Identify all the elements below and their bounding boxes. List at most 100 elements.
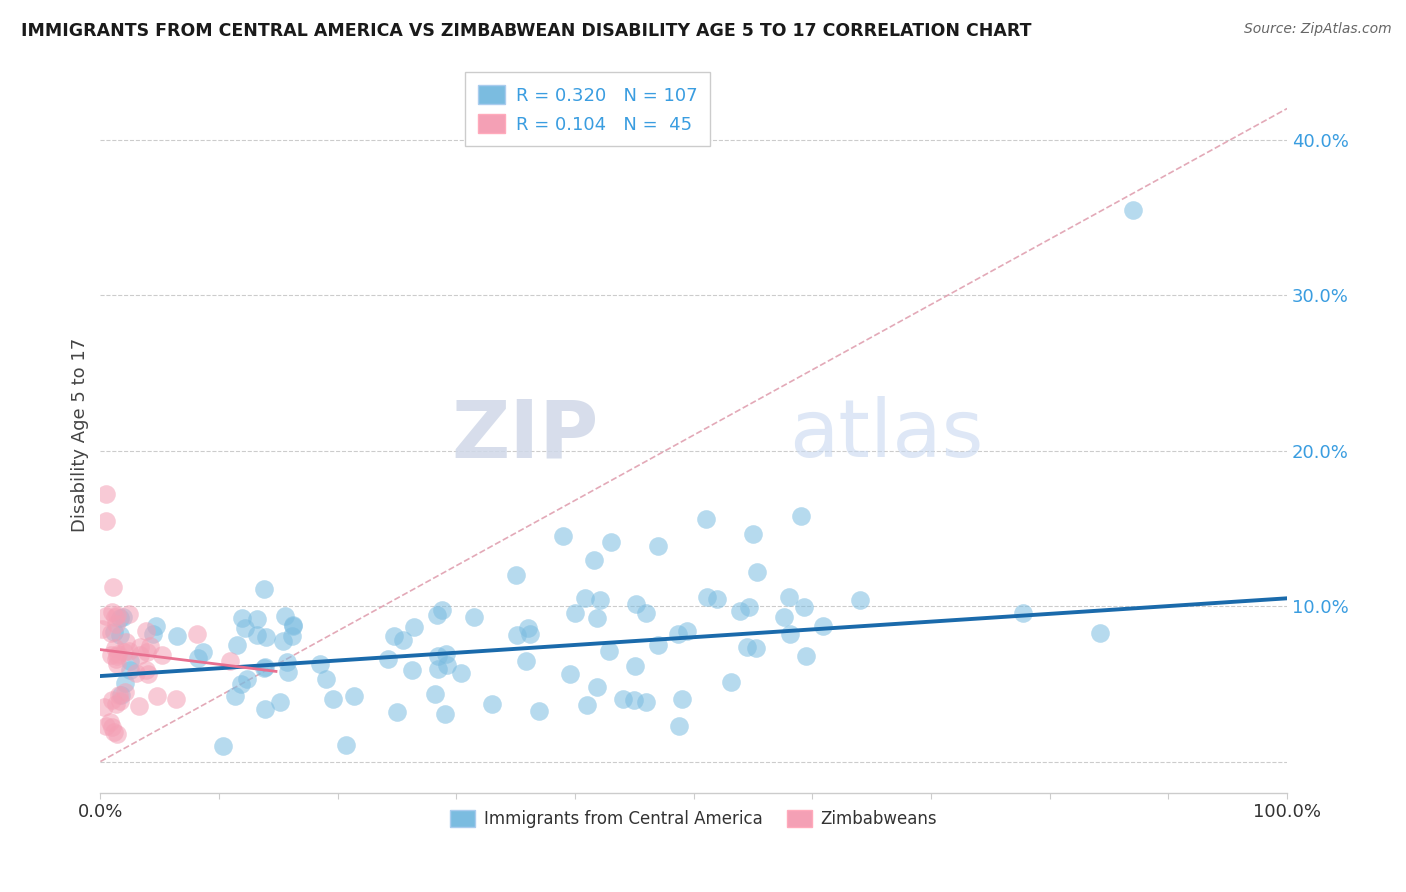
Point [186,627,208,641]
Point [104,641,127,656]
Point [315,672,337,686]
Point [94,719,117,733]
Text: ZIP: ZIP [451,396,599,474]
Point [139,639,162,653]
Point [101,693,124,707]
Point [107,647,129,661]
Point [104,697,127,711]
Point [128,699,150,714]
Point [118,663,141,677]
Point [105,616,128,631]
Point [145,619,167,633]
Point [108,688,131,702]
Point [273,609,295,624]
Text: Source: ZipAtlas.com: Source: ZipAtlas.com [1244,22,1392,37]
Point [779,626,801,640]
Point [647,638,669,652]
Point [136,645,159,659]
Point [391,633,413,648]
Point [647,539,669,553]
Point [811,619,834,633]
Point [626,597,648,611]
Point [211,739,233,753]
Point [738,600,761,615]
Point [599,534,621,549]
Point [101,720,124,734]
Point [553,529,575,543]
Point [585,680,607,694]
Point [589,593,612,607]
Point [191,645,214,659]
Point [108,694,131,708]
Point [433,706,456,721]
Point [105,648,128,663]
Point [529,705,551,719]
Point [98,714,121,729]
Point [108,610,131,624]
Point [166,629,188,643]
Point [103,724,125,739]
Point [636,606,658,620]
Point [146,690,169,704]
Point [135,663,157,677]
Point [778,590,800,604]
Point [343,689,366,703]
Point [450,665,472,680]
Point [281,619,304,633]
Point [574,591,596,606]
Point [118,607,141,622]
Point [111,609,134,624]
Text: IMMIGRANTS FROM CENTRAL AMERICA VS ZIMBABWEAN DISABILITY AGE 5 TO 17 CORRELATION: IMMIGRANTS FROM CENTRAL AMERICA VS ZIMBA… [21,22,1032,40]
Point [322,691,344,706]
Point [335,738,357,752]
Point [135,624,157,639]
Point [129,640,152,654]
Point [385,705,408,719]
Point [430,603,453,617]
Point [463,609,485,624]
Point [623,659,645,673]
Point [276,656,298,670]
Point [125,665,148,680]
Point [598,643,620,657]
Point [254,702,277,716]
Point [165,692,187,706]
Point [612,692,634,706]
Point [668,719,690,733]
Point [666,627,689,641]
Point [695,512,717,526]
Point [481,698,503,712]
Point [115,635,138,649]
Point [1122,202,1144,217]
Point [706,591,728,606]
Point [280,629,302,643]
Point [103,580,125,594]
Point [114,676,136,690]
Point [142,626,165,640]
Point [219,654,242,668]
Point [269,695,291,709]
Point [105,657,128,671]
Point [505,568,527,582]
Point [735,640,758,654]
Point [742,526,765,541]
Point [104,610,127,624]
Point [560,667,582,681]
Point [1012,606,1035,620]
Point [789,508,811,523]
Point [423,687,446,701]
Point [277,665,299,679]
Point [225,639,247,653]
Point [100,626,122,640]
Point [233,621,256,635]
Point [103,624,125,639]
Point [94,609,117,624]
Point [253,659,276,673]
Point [564,606,586,620]
Point [794,648,817,663]
Point [229,677,252,691]
Point [575,698,598,712]
Point [254,630,277,644]
Point [281,618,304,632]
Point [402,620,425,634]
